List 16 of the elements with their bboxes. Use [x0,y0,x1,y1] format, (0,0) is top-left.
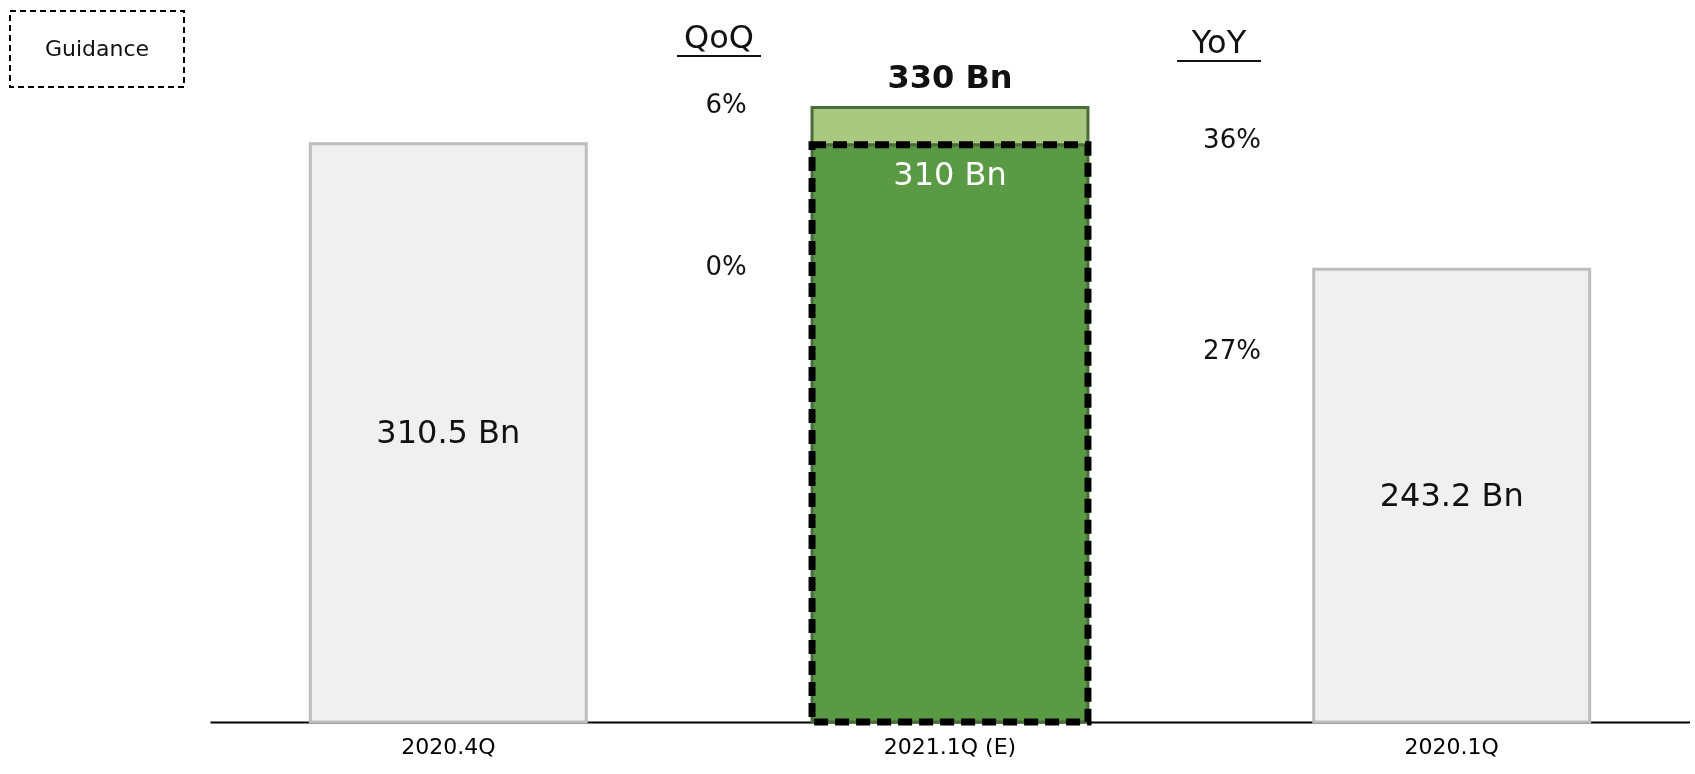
bar [1312,267,1592,724]
annotation: 0% [705,251,747,281]
x-tick-label: 2020.4Q [401,733,496,759]
total-label: 330 Bn [887,57,1013,96]
text: QoQ [684,18,754,56]
data-label: 310.5 Bn [376,412,521,451]
annotation: 6% [705,89,747,119]
annotation: 36% [1203,124,1261,154]
text: Guidance [44,36,150,61]
x-tick-label: 2021.1Q (E) [883,733,1017,759]
annotation: 27% [1203,335,1261,365]
text: YoY [1190,23,1247,61]
data-label: 310 Bn [893,154,1007,193]
bar [308,142,588,724]
data-label: 243.2 Bn [1379,475,1524,514]
x-tick-label: 2020.1Q [1404,733,1499,759]
